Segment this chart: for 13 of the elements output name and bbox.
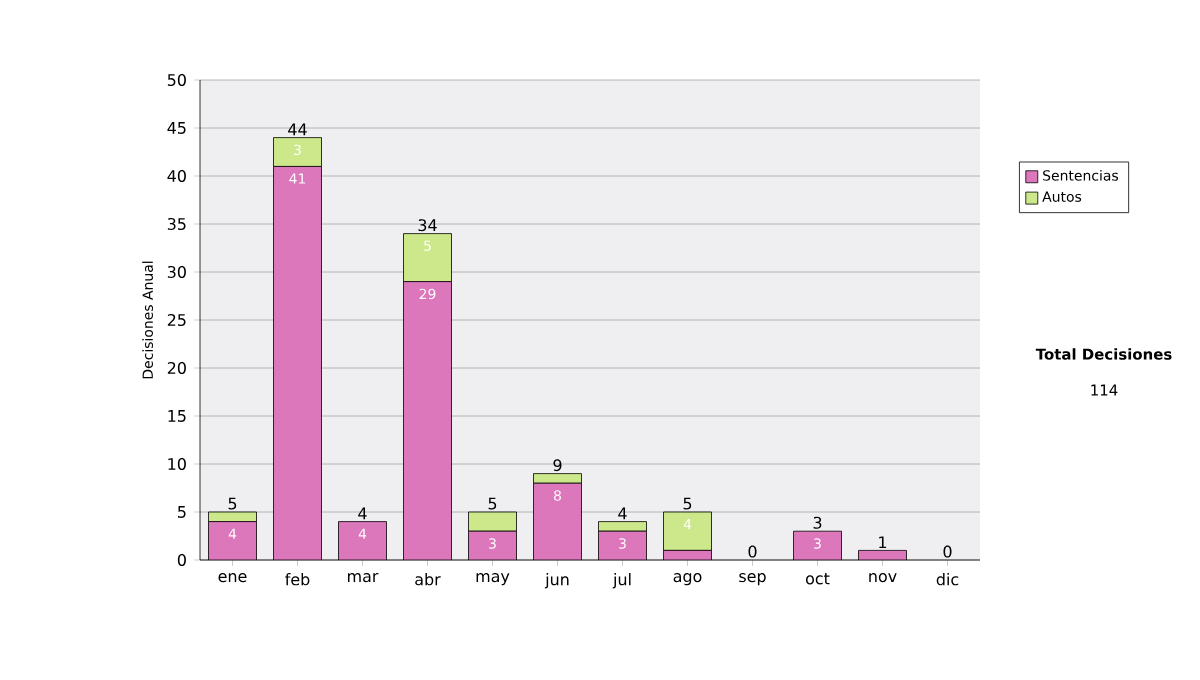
bar [468, 511, 517, 532]
bar [598, 521, 647, 532]
bar [598, 531, 647, 560]
bar [793, 531, 842, 560]
bar [468, 531, 517, 560]
bar [403, 281, 452, 560]
bar [403, 233, 452, 282]
bar [208, 521, 257, 560]
bar [663, 511, 712, 551]
bar [338, 521, 387, 560]
bar [273, 166, 322, 560]
bar [533, 473, 582, 484]
bar [533, 483, 582, 560]
